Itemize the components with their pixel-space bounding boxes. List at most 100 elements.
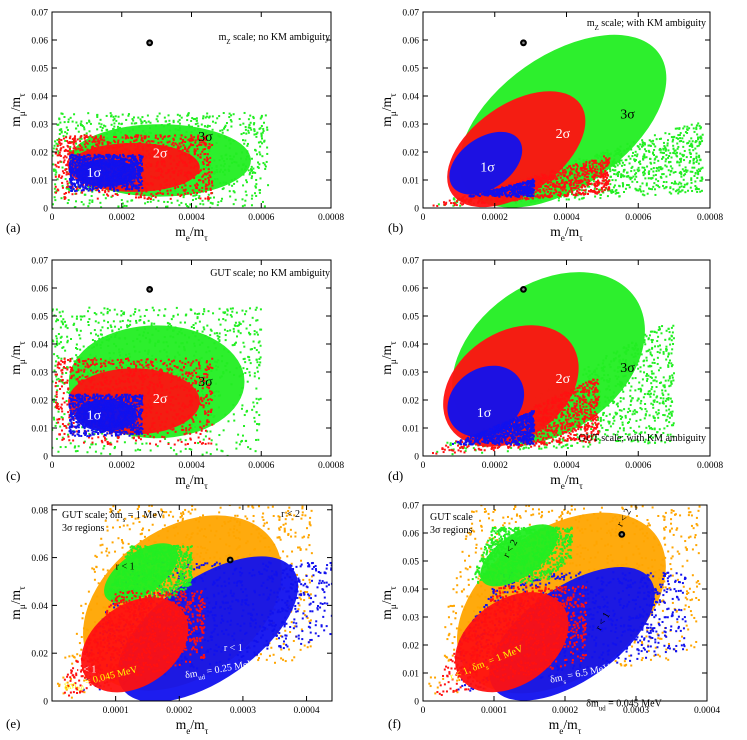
scatter-point	[686, 125, 689, 128]
scatter-point	[130, 136, 133, 139]
scatter-point	[684, 191, 687, 194]
scatter-point	[117, 205, 120, 208]
scatter-point	[54, 199, 57, 202]
scatter-point	[651, 152, 654, 155]
scatter-point	[119, 150, 122, 153]
scatter-point	[86, 170, 89, 173]
scatter-point	[102, 124, 105, 127]
scatter-point	[97, 182, 100, 185]
scatter-point	[554, 174, 557, 177]
scatter-point	[111, 194, 114, 197]
scatter-point	[82, 186, 85, 189]
scatter-point	[688, 144, 691, 147]
scatter-point	[590, 174, 593, 177]
scatter-point	[240, 133, 243, 136]
scatter-point	[696, 145, 699, 148]
scatter-point	[222, 171, 225, 174]
scatter-point	[608, 163, 611, 166]
scatter-point	[96, 113, 99, 116]
scatter-point	[72, 157, 75, 160]
scatter-point	[102, 193, 105, 196]
scatter-point	[241, 205, 244, 208]
scatter-point	[572, 186, 575, 189]
scatter-point	[191, 137, 194, 140]
scatter-point	[77, 183, 80, 186]
scatter-point	[133, 184, 136, 187]
scatter-point	[102, 162, 105, 165]
scatter-point	[98, 172, 101, 175]
scatter-point	[259, 145, 262, 148]
scatter-point	[59, 154, 62, 157]
scatter-point	[602, 177, 605, 180]
scatter-point	[88, 135, 91, 138]
scatter-point	[497, 191, 500, 194]
scatter-point	[176, 199, 179, 202]
scatter-point	[121, 202, 124, 205]
scatter-point	[73, 113, 76, 116]
scatter-point	[143, 194, 146, 197]
scatter-point	[513, 199, 516, 202]
scatter-point	[590, 170, 593, 173]
scatter-point	[614, 179, 617, 182]
scatter-point	[260, 116, 263, 119]
scatter-point	[204, 116, 207, 119]
scatter-point	[74, 150, 77, 153]
scatter-point	[67, 173, 70, 176]
scatter-point	[232, 155, 235, 158]
scatter-point	[595, 165, 598, 168]
scatter-point	[691, 170, 694, 173]
panel-label: (a)	[6, 220, 20, 235]
scatter-point	[587, 165, 590, 168]
scatter-point	[234, 198, 237, 201]
scatter-point	[172, 186, 175, 189]
scatter-point	[109, 185, 112, 188]
scatter-point	[681, 168, 684, 171]
x-tick-label: 0.0008	[318, 213, 344, 223]
scatter-point	[481, 193, 484, 196]
scatter-point	[585, 181, 588, 184]
scatter-point	[634, 154, 637, 157]
scatter-point	[187, 138, 190, 141]
scatter-point	[78, 160, 81, 163]
scatter-point	[578, 198, 581, 201]
scatter-point	[532, 189, 535, 192]
scatter-point	[87, 112, 90, 115]
scatter-point	[119, 160, 122, 163]
scatter-point	[89, 150, 92, 153]
scatter-point	[169, 197, 172, 200]
scatter-point	[593, 178, 596, 181]
scatter-point	[494, 191, 497, 194]
scatter-point	[63, 149, 66, 152]
scatter-point	[610, 190, 613, 193]
scatter-point	[201, 186, 204, 189]
scatter-point	[148, 131, 151, 134]
scatter-point	[71, 186, 74, 189]
scatter-point	[120, 173, 123, 176]
scatter-point	[172, 121, 175, 124]
scatter-point	[607, 158, 610, 161]
scatter-point	[562, 174, 565, 177]
scatter-point	[557, 174, 560, 177]
scatter-point	[545, 185, 548, 188]
scatter-point	[140, 139, 143, 142]
scatter-point	[666, 142, 669, 145]
scatter-point	[652, 185, 655, 188]
scatter-point	[641, 143, 644, 146]
scatter-point	[642, 158, 645, 161]
scatter-point	[78, 137, 81, 140]
scatter-point	[256, 131, 259, 134]
scatter-point	[578, 161, 581, 164]
scatter-point	[542, 176, 545, 179]
scatter-point	[577, 187, 580, 190]
scatter-point	[675, 154, 678, 157]
scatter-point	[694, 141, 697, 144]
scatter-point	[557, 199, 560, 202]
scatter-point	[57, 150, 60, 153]
scatter-point	[166, 141, 169, 144]
scatter-point	[72, 167, 75, 170]
scatter-point	[207, 145, 210, 148]
scatter-point	[224, 124, 227, 127]
scatter-point	[681, 189, 684, 192]
scatter-point	[558, 182, 561, 185]
scatter-point	[548, 188, 551, 191]
